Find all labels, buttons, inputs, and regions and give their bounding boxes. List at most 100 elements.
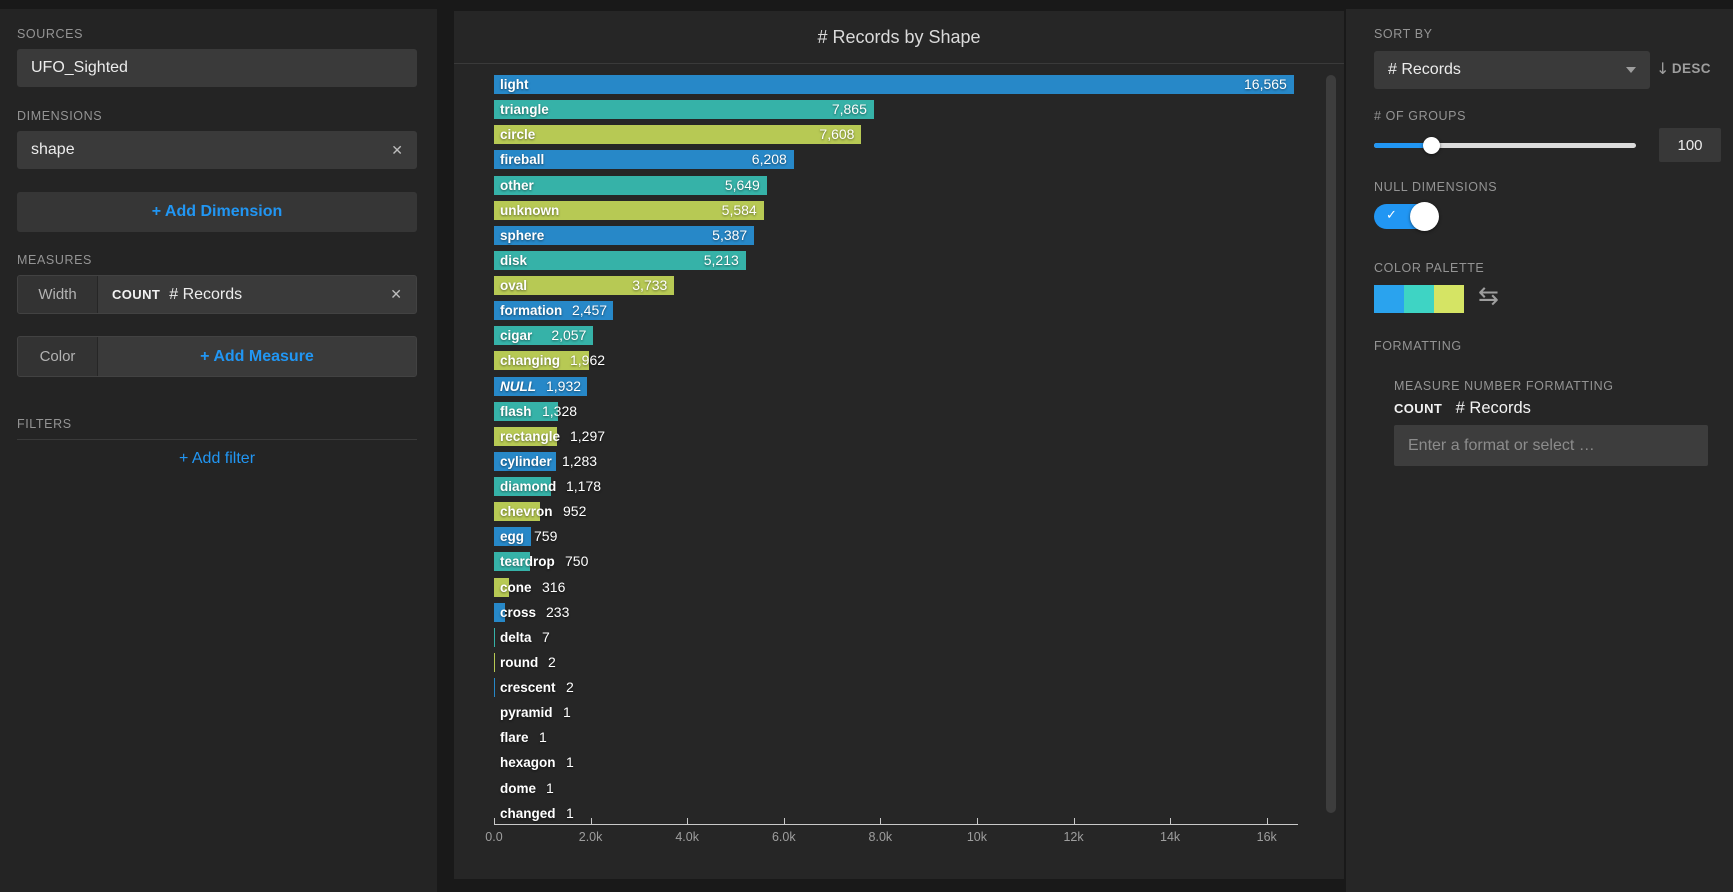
chart-bar-row[interactable]: oval 3,733 [494,276,1314,301]
bar-value: 2,057 [551,327,587,344]
add-filter-button[interactable]: + Add filter [178,450,256,467]
chart-bar-row[interactable]: unknown 5,584 [494,200,1314,226]
x-axis-tick-label: 10k [966,830,988,844]
palette-swatch[interactable] [1374,285,1404,313]
chart-bar-row[interactable]: diamond 1,178 [494,477,1314,502]
toggle-knob [1410,202,1439,231]
groups-slider-handle[interactable] [1423,137,1440,154]
add-measure-button[interactable]: + Add Measure [200,347,314,365]
bar-label: unknown [500,202,560,218]
chart-bar-row[interactable]: sphere 5,387 [494,225,1314,251]
chart-bar-row[interactable]: delta 7 [494,627,1314,653]
chart-bar-row[interactable]: fireball 6,208 [494,150,1314,175]
chevron-down-icon [1626,67,1636,73]
groups-value-box[interactable]: 100 [1659,128,1721,162]
source-selector[interactable]: UFO_Sighted [17,49,417,87]
dimension-chip[interactable]: shape ✕ [17,131,417,169]
chart-bar-row[interactable]: flash 1,328 [494,401,1314,427]
bar-label: round [500,654,539,670]
bar[interactable] [494,376,588,396]
bar-label: fireball [500,152,545,168]
chart-bar-row[interactable]: changing 1,962 [494,351,1314,376]
bar[interactable] [494,426,557,446]
bar[interactable] [494,250,746,270]
x-axis-tick [880,818,882,824]
bar[interactable] [494,401,559,421]
bar-value: 316 [542,578,566,595]
sort-direction-button[interactable]: ↓ DESC [1656,59,1711,78]
filters-label: FILTERS [17,417,72,431]
chart-bar-row[interactable]: teardrop 750 [494,552,1314,577]
chart-bar-row[interactable]: dome 1 [494,778,1314,804]
chart-bar-row[interactable]: flare 1 [494,728,1314,753]
bar-label: changed [500,805,556,821]
bar[interactable] [494,527,531,547]
color-palette-swatches[interactable] [1374,285,1464,313]
bar-value: 5,387 [712,226,748,243]
palette-swatch[interactable] [1434,285,1464,313]
remove-dimension-icon[interactable]: ✕ [391,141,403,158]
bar[interactable] [494,602,506,622]
sort-by-value: # Records [1388,61,1461,78]
chart-bar-row[interactable]: light 16,565 [494,75,1314,100]
bar[interactable] [494,175,767,195]
bar[interactable] [494,75,1294,94]
chart-bar-row[interactable]: NULL 1,932 [494,376,1314,402]
source-name: UFO_Sighted [31,59,128,76]
chart-bar-row[interactable]: chevron 952 [494,502,1314,527]
bar[interactable] [494,125,862,145]
bar[interactable] [494,552,531,572]
null-dimensions-toggle[interactable]: ✓ [1374,202,1439,231]
chart-bar-row[interactable]: rectangle 1,297 [494,426,1314,452]
chart-bar-row[interactable]: cross 233 [494,602,1314,628]
bar[interactable] [494,276,675,295]
palette-swatch[interactable] [1404,285,1434,313]
chart-bar-row[interactable]: circle 7,608 [494,125,1314,150]
chart-x-axis: 0.0 2.0k 4.0k 6.0k 8.0k 10k 12k 14k 16k [485,818,1306,848]
remove-measure-icon[interactable]: ✕ [390,286,402,302]
bar[interactable] [494,200,764,220]
sort-by-dropdown[interactable]: # Records [1374,51,1650,89]
number-format-input[interactable] [1394,425,1708,466]
x-axis-tick-label: 8.0k [868,830,893,844]
chart-bar-row[interactable]: formation 2,457 [494,301,1314,326]
chart-bar-row[interactable]: cigar 2,057 [494,326,1314,351]
bar[interactable] [494,477,551,496]
bar[interactable] [494,451,556,471]
bar-value: 1 [546,779,554,796]
bar[interactable] [494,502,540,522]
chart-bar-row[interactable]: pyramid 1 [494,703,1314,728]
swap-palette-icon[interactable]: ⇆ [1478,281,1499,310]
bar[interactable] [494,577,510,597]
chart-bar-row[interactable]: cone 316 [494,577,1314,603]
bar[interactable] [494,100,874,120]
chart-scrollbar[interactable] [1326,75,1336,813]
chart-bar-row[interactable]: changed 1 [494,803,1314,829]
chart-bar-row[interactable]: other 5,649 [494,175,1314,201]
chart-bar-row[interactable]: disk 5,213 [494,250,1314,276]
bar[interactable] [494,301,613,321]
add-dimension-button[interactable]: + Add Dimension [17,192,417,232]
chart-bar-row[interactable]: triangle 7,865 [494,100,1314,125]
chart-bar-row[interactable]: hexagon 1 [494,753,1314,778]
bar-value: 7,608 [819,126,855,143]
chart-bar-row[interactable]: round 2 [494,652,1314,678]
chart-bar-row[interactable]: egg 759 [494,527,1314,552]
bar[interactable] [494,351,589,371]
bar-value: 2 [548,653,556,670]
width-measure-chip[interactable]: COUNT # Records ✕ [98,276,416,313]
measure-aggregate: COUNT [112,287,161,302]
sources-label: SOURCES [17,27,84,41]
bar-value: 2 [566,679,574,695]
chart-bar-row[interactable]: cylinder 1,283 [494,451,1314,477]
bar[interactable] [494,326,594,346]
chart-bar-row[interactable]: crescent 2 [494,678,1314,703]
bar[interactable] [494,150,794,170]
bar-label: cross [500,604,537,620]
bar-label: oval [500,278,528,293]
groups-slider[interactable] [1374,137,1636,154]
chart-settings-sidebar: SORT BY # Records ↓ DESC # OF GROUPS 100… [1346,9,1733,892]
bar[interactable] [494,225,755,245]
x-axis-tick [590,818,592,824]
bar-value: 1 [566,754,574,771]
